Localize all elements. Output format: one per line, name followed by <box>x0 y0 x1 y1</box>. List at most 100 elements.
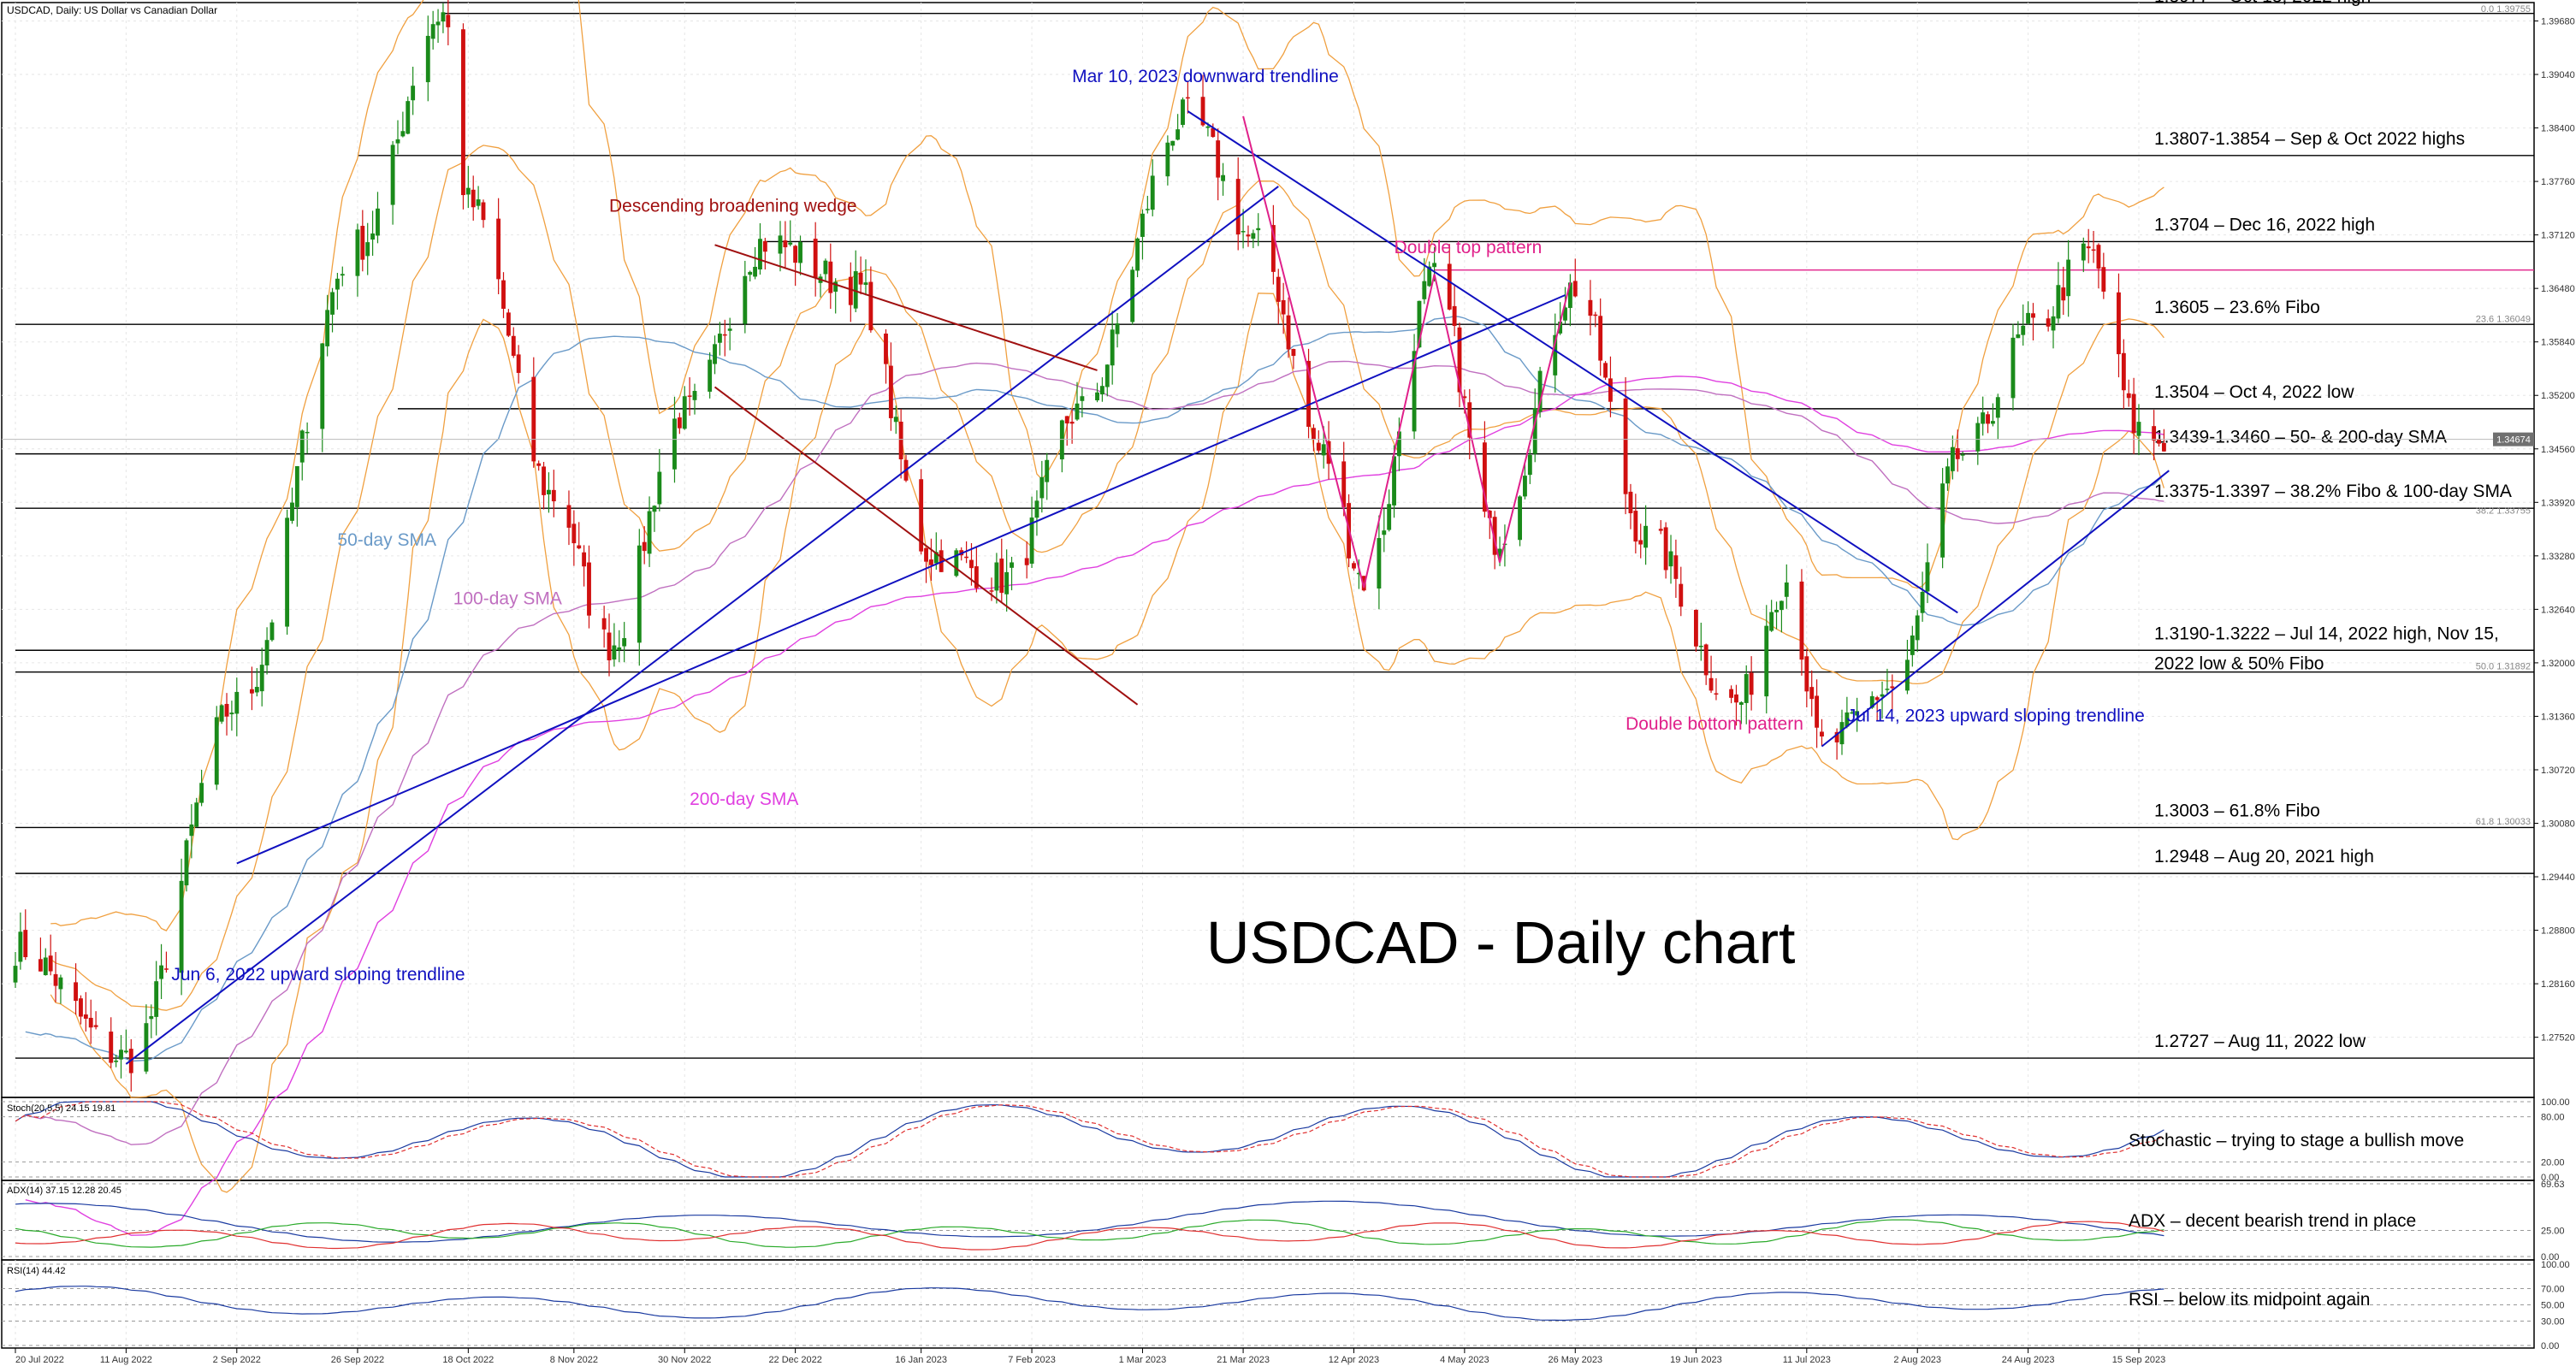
candle-body <box>1738 702 1744 705</box>
candle-body <box>1462 396 1467 399</box>
candle-body <box>1880 694 1885 697</box>
candle-body <box>1804 656 1809 692</box>
bollinger-bands <box>50 0 2165 1193</box>
candle-body <box>753 266 758 277</box>
candle-body <box>114 1060 119 1062</box>
indicator-panels: 100.00 80.00 20.00 0.00 Stoch(20,5,5) 24.15 … <box>2 1097 2570 1351</box>
candle-body <box>1029 517 1034 565</box>
x-tick-label: 26 May 2023 <box>1548 1355 1602 1365</box>
candle-body <box>2152 426 2157 441</box>
candle-body <box>1809 687 1815 700</box>
candle-body <box>1638 540 1643 545</box>
candle-body <box>1955 448 1960 459</box>
y-axis: 1.39680 1.39040 1.38400 1.37760 1.37120 1.364… <box>2 4 2575 1044</box>
candle-body <box>395 139 400 144</box>
candle-body <box>1115 323 1120 334</box>
candle-body <box>88 1017 93 1028</box>
y-tick-label: 1.31360 <box>2541 712 2575 722</box>
candle-body <box>2026 312 2031 324</box>
candle-body <box>2096 245 2101 269</box>
candle-body <box>708 359 713 392</box>
moving-averages <box>25 315 2164 1236</box>
level-label: 1.3504 – Oct 4, 2022 low <box>2154 382 2354 402</box>
candle-body <box>1523 476 1527 497</box>
candle-body <box>390 145 395 205</box>
x-tick-label: 2 Sep 2022 <box>213 1355 261 1365</box>
annotation-label: Jun 6, 2022 upward sloping trendline <box>171 965 465 985</box>
x-tick-label: 21 Mar 2023 <box>1217 1355 1270 1365</box>
candle-body <box>893 417 898 423</box>
candle-body <box>83 1014 88 1019</box>
candle-body <box>441 12 446 22</box>
candle-body <box>924 547 928 562</box>
adx-plus-di-line <box>15 1219 2164 1248</box>
candle-body <box>400 131 406 137</box>
candle-body <box>1925 562 1930 592</box>
candle-body <box>1845 712 1850 727</box>
candle-body <box>989 590 994 592</box>
candle-body <box>722 334 727 336</box>
level-label: 1.3704 – Dec 16, 2022 high <box>2154 215 2375 234</box>
x-tick-label: 4 May 2023 <box>1440 1355 1489 1365</box>
candle-body <box>119 1050 123 1060</box>
grid <box>2 3 2534 1348</box>
candle-body <box>622 638 627 647</box>
candle-body <box>933 552 939 564</box>
candle-body <box>1945 466 1950 484</box>
candle-body <box>1981 412 1986 424</box>
x-tick-label: 26 Sep 2022 <box>331 1355 384 1365</box>
candle-body <box>637 545 642 643</box>
candle-body <box>305 431 310 434</box>
chart-title: USDCAD - Daily chart <box>1206 909 1795 976</box>
candle-body <box>954 550 959 577</box>
candle-body <box>1170 140 1175 146</box>
trendline <box>1187 110 1958 614</box>
candle-body <box>1004 571 1010 594</box>
horizontal-levels: 1.3977 – Oct 13, 2022 high 1.3807-1.3854 … <box>15 0 2534 1059</box>
candle-body <box>2051 316 2056 331</box>
candle-body <box>48 955 53 972</box>
candle-body <box>2126 393 2131 399</box>
y-tick-label: 1.37120 <box>2541 231 2575 241</box>
candle-body <box>1633 511 1638 542</box>
candle-body <box>1986 414 1990 424</box>
x-tick-label: 22 Dec 2022 <box>768 1355 821 1365</box>
candle-body <box>1211 127 1216 138</box>
candle-body <box>411 86 416 101</box>
x-tick-label: 16 Jan 2023 <box>895 1355 947 1365</box>
y-tick-label: 1.39040 <box>2541 70 2575 80</box>
level-label: 1.3605 – 23.6% Fibo <box>2154 298 2320 317</box>
candle-body <box>406 101 411 134</box>
level-label: 1.3375-1.3397 – 38.2% Fibo & 100-day SMA <box>2154 482 2512 501</box>
candle-body <box>587 562 591 616</box>
y-tick-label: 1.29440 <box>2541 872 2575 883</box>
candle-body <box>1749 672 1754 695</box>
indicator-comment: ADX – decent bearish trend in place <box>2129 1211 2416 1231</box>
candle-body <box>1518 496 1523 541</box>
candle-body <box>264 640 269 665</box>
candle-body <box>471 189 476 208</box>
indicator-level-label: 30.00 <box>2541 1317 2565 1328</box>
candle-body <box>1341 461 1347 507</box>
candle-body <box>657 471 662 505</box>
candle-body <box>833 281 838 293</box>
candle-body <box>1069 422 1075 424</box>
candle-body <box>828 261 833 293</box>
y-tick-label: 1.33920 <box>2541 498 2575 508</box>
candle-body <box>1205 126 1211 128</box>
candle-body <box>1200 97 1205 126</box>
candle-body <box>582 552 587 567</box>
candle-body <box>234 691 240 714</box>
trendline <box>125 186 1279 1065</box>
candle-body <box>1658 529 1663 531</box>
candle-body <box>607 632 612 660</box>
candle-body <box>199 783 204 803</box>
x-tick-label: 12 Apr 2023 <box>1329 1355 1379 1365</box>
candle-body <box>425 35 430 83</box>
rsi-line <box>15 1286 2164 1322</box>
fibo-mark: 23.6 1.36049 <box>2476 314 2531 324</box>
candle-body <box>1497 548 1502 557</box>
candle-body <box>1915 615 1920 641</box>
candle-body <box>1960 454 1965 456</box>
